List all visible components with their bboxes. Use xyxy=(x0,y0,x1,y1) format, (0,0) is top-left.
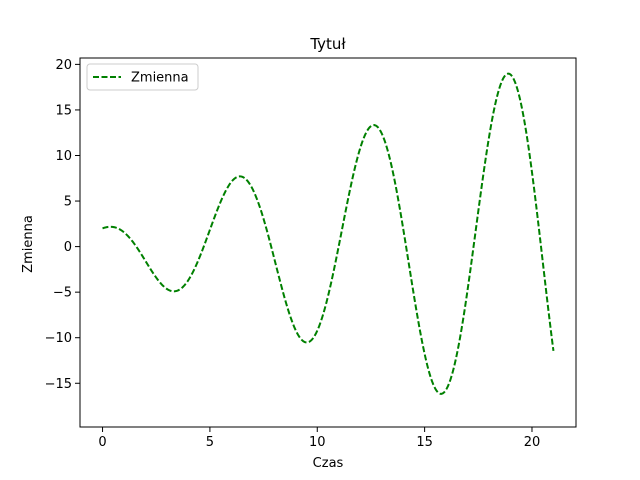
y-axis: −15 −10 −5 0 5 10 15 20 xyxy=(45,58,80,392)
y-tick-label: 20 xyxy=(55,58,72,73)
plot-area xyxy=(80,58,576,427)
x-axis: 0 5 10 15 20 xyxy=(98,427,540,450)
y-tick-label: 15 xyxy=(55,103,72,118)
legend-label-zmienna: Zmienna xyxy=(131,71,189,86)
legend-box xyxy=(86,63,199,91)
y-tick-label: 5 xyxy=(64,195,72,210)
y-tick-label: 0 xyxy=(64,240,72,255)
y-tick-label: −15 xyxy=(45,377,72,392)
x-tick-label: 15 xyxy=(416,435,433,450)
x-tick-label: 20 xyxy=(524,435,541,450)
y-tick-label: 10 xyxy=(55,149,72,164)
x-tick-label: 0 xyxy=(98,435,106,450)
x-tick-label: 5 xyxy=(206,435,214,450)
x-tick-label: 10 xyxy=(309,435,326,450)
plot-border xyxy=(79,57,577,428)
series-layer xyxy=(102,72,555,395)
series-line-zmienna xyxy=(102,72,555,395)
y-tick-label: −5 xyxy=(53,286,72,301)
x-axis-label: Czas xyxy=(313,456,344,471)
y-axis-label: Zmienna xyxy=(21,215,36,273)
legend: Zmienna xyxy=(86,63,199,91)
y-tick-label: −10 xyxy=(45,331,72,346)
chart-title: Tytuł xyxy=(309,35,346,53)
